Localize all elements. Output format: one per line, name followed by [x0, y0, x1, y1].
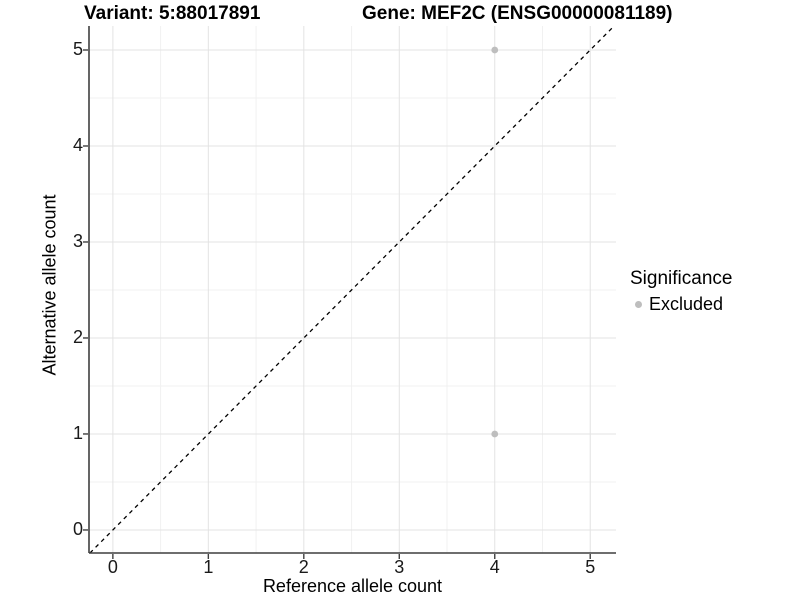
x-tick-label: 3 [394, 557, 405, 577]
x-tick-label: 5 [585, 557, 596, 577]
y-axis-title: Alternative allele count [39, 194, 60, 376]
plot-title-gene: Gene: MEF2C (ENSG00000081189) [362, 3, 673, 24]
legend-item-label: Excluded [649, 294, 724, 314]
legend: Significance Excluded [630, 268, 732, 315]
identity-dashed-line [89, 25, 615, 554]
x-tick-label: 2 [298, 557, 309, 577]
plot-title-variant: Variant: 5:88017891 [84, 3, 261, 24]
x-tick-label: 4 [489, 557, 500, 577]
x-axis-title: Reference allele count [262, 576, 443, 596]
y-tick-label: 2 [72, 326, 83, 347]
data-point [491, 430, 499, 438]
x-tick-label: 0 [107, 557, 118, 577]
legend-item-excluded: Excluded [630, 294, 732, 315]
y-tick-label: 4 [72, 134, 83, 155]
y-tick-label: 1 [72, 422, 83, 443]
x-tick-label: 1 [203, 557, 214, 577]
legend-point-icon [635, 301, 642, 308]
data-point [491, 46, 499, 54]
legend-title: Significance [630, 268, 733, 289]
y-tick-label: 3 [72, 230, 83, 251]
y-tick-label: 5 [72, 38, 83, 59]
y-tick-label: 0 [72, 518, 83, 539]
